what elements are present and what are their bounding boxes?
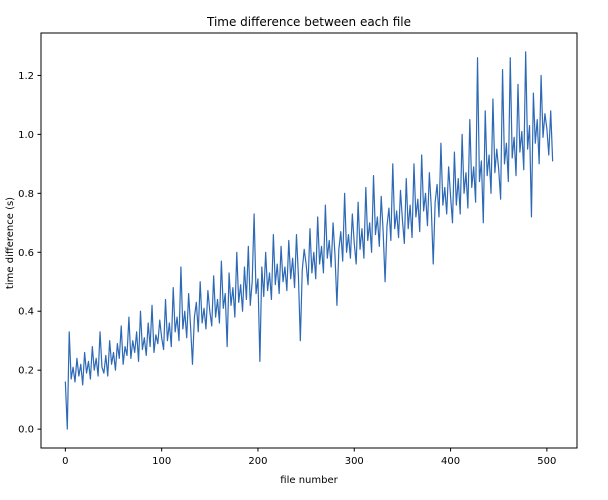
x-tick-label: 500 [537,456,556,467]
x-tick-label: 100 [152,456,171,467]
y-tick-label: 0.4 [18,307,34,318]
plot-area-spines [40,32,578,449]
y-tick-label: 1.0 [18,130,34,141]
y-tick-label: 0.2 [18,366,34,377]
y-axis-ticks: 0.0 0.2 0.4 0.6 0.8 1.0 1.2 [18,71,41,436]
data-line-series [64,51,554,430]
y-tick-label: 0.8 [18,189,34,200]
y-axis-label: time difference (s) [5,197,16,289]
x-axis-label: file number [280,475,338,486]
x-tick-label: 300 [345,456,364,467]
x-tick-label: 400 [441,456,460,467]
x-tick-label: 0 [62,456,68,467]
chart-title: Time difference between each file [206,15,411,29]
y-tick-label: 0.6 [18,248,34,259]
x-axis-ticks: 0 100 200 300 400 500 [62,448,556,467]
x-tick-label: 200 [248,456,267,467]
y-tick-label: 1.2 [18,71,34,82]
y-tick-label: 0.0 [18,425,34,436]
